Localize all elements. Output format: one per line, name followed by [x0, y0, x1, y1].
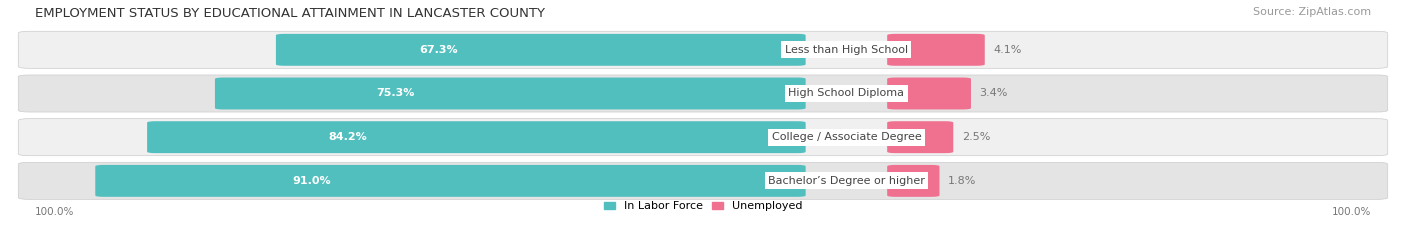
Text: 4.1%: 4.1% — [993, 45, 1022, 55]
Text: Bachelor’s Degree or higher: Bachelor’s Degree or higher — [768, 176, 925, 186]
Text: 2.5%: 2.5% — [962, 132, 990, 142]
FancyBboxPatch shape — [96, 165, 806, 197]
FancyBboxPatch shape — [887, 121, 953, 153]
FancyBboxPatch shape — [148, 121, 806, 153]
Text: Less than High School: Less than High School — [785, 45, 908, 55]
Text: 67.3%: 67.3% — [419, 45, 457, 55]
Text: High School Diploma: High School Diploma — [789, 89, 904, 99]
Text: 100.0%: 100.0% — [35, 207, 75, 217]
Text: 1.8%: 1.8% — [948, 176, 976, 186]
FancyBboxPatch shape — [18, 162, 1388, 199]
Text: College / Associate Degree: College / Associate Degree — [772, 132, 921, 142]
FancyBboxPatch shape — [887, 78, 972, 110]
Text: 100.0%: 100.0% — [1331, 207, 1371, 217]
Text: 75.3%: 75.3% — [377, 89, 415, 99]
FancyBboxPatch shape — [887, 34, 984, 66]
FancyBboxPatch shape — [18, 75, 1388, 112]
Text: Source: ZipAtlas.com: Source: ZipAtlas.com — [1253, 7, 1371, 17]
Text: 84.2%: 84.2% — [329, 132, 367, 142]
FancyBboxPatch shape — [215, 78, 806, 110]
FancyBboxPatch shape — [276, 34, 806, 66]
FancyBboxPatch shape — [887, 165, 939, 197]
Legend: In Labor Force, Unemployed: In Labor Force, Unemployed — [599, 197, 807, 216]
FancyBboxPatch shape — [18, 119, 1388, 156]
Text: 3.4%: 3.4% — [980, 89, 1008, 99]
FancyBboxPatch shape — [18, 31, 1388, 68]
Text: 91.0%: 91.0% — [292, 176, 330, 186]
Text: EMPLOYMENT STATUS BY EDUCATIONAL ATTAINMENT IN LANCASTER COUNTY: EMPLOYMENT STATUS BY EDUCATIONAL ATTAINM… — [35, 7, 546, 20]
